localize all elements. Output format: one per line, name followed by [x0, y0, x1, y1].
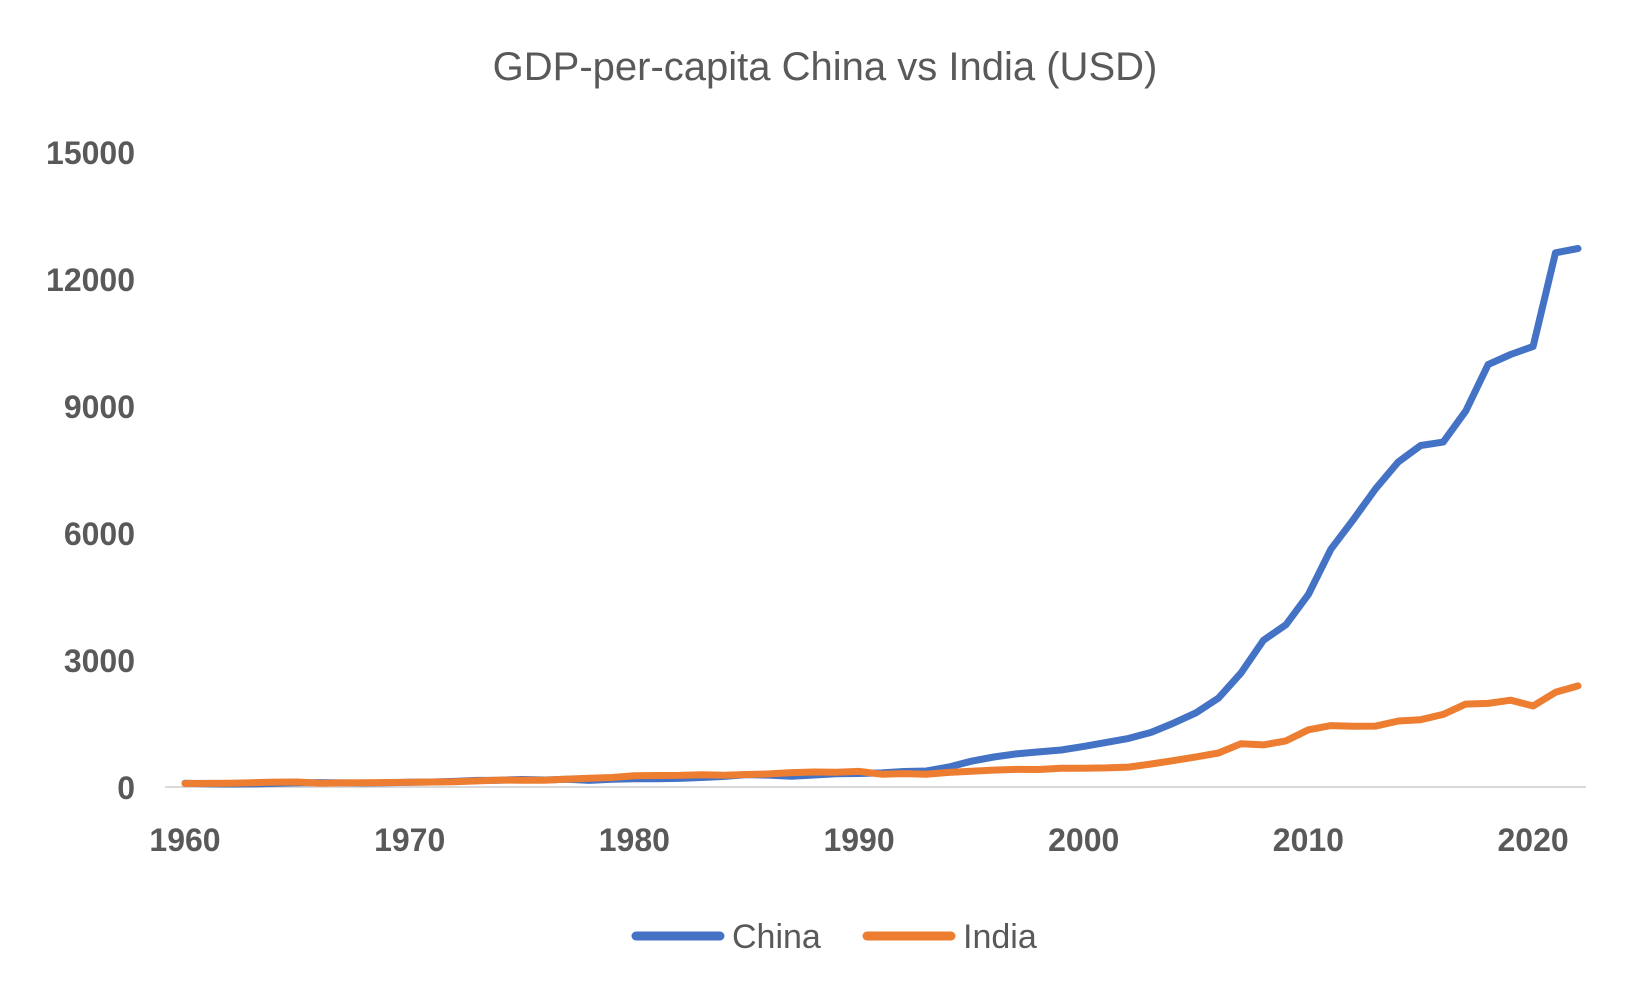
y-tick-label: 3000 — [64, 643, 135, 679]
x-tick-label: 2010 — [1273, 822, 1344, 858]
chart-title: GDP-per-capita China vs India (USD) — [493, 45, 1158, 89]
series-line-china — [181, 245, 1582, 788]
y-tick-label: 12000 — [46, 262, 135, 298]
x-tick-label: 1990 — [823, 822, 894, 858]
legend-label-china: China — [732, 918, 821, 956]
legend: China India — [631, 918, 1037, 956]
x-tick-label: 1980 — [599, 822, 670, 858]
y-tick-label: 15000 — [46, 135, 135, 171]
y-tick-label: 6000 — [64, 516, 135, 552]
x-tick-label: 1960 — [149, 822, 220, 858]
y-tick-label: 0 — [117, 770, 135, 806]
y-tick-label: 9000 — [64, 389, 135, 425]
series-lines — [181, 245, 1582, 788]
series-line-india — [181, 682, 1582, 787]
x-axis-ticks: 1960 1970 1980 1990 2000 2010 2020 — [149, 822, 1568, 858]
legend-label-india: India — [963, 918, 1037, 956]
x-tick-label: 1970 — [374, 822, 445, 858]
x-tick-label: 2000 — [1048, 822, 1119, 858]
y-axis-ticks: 0 3000 6000 9000 12000 15000 — [46, 135, 135, 806]
x-tick-label: 2020 — [1497, 822, 1568, 858]
